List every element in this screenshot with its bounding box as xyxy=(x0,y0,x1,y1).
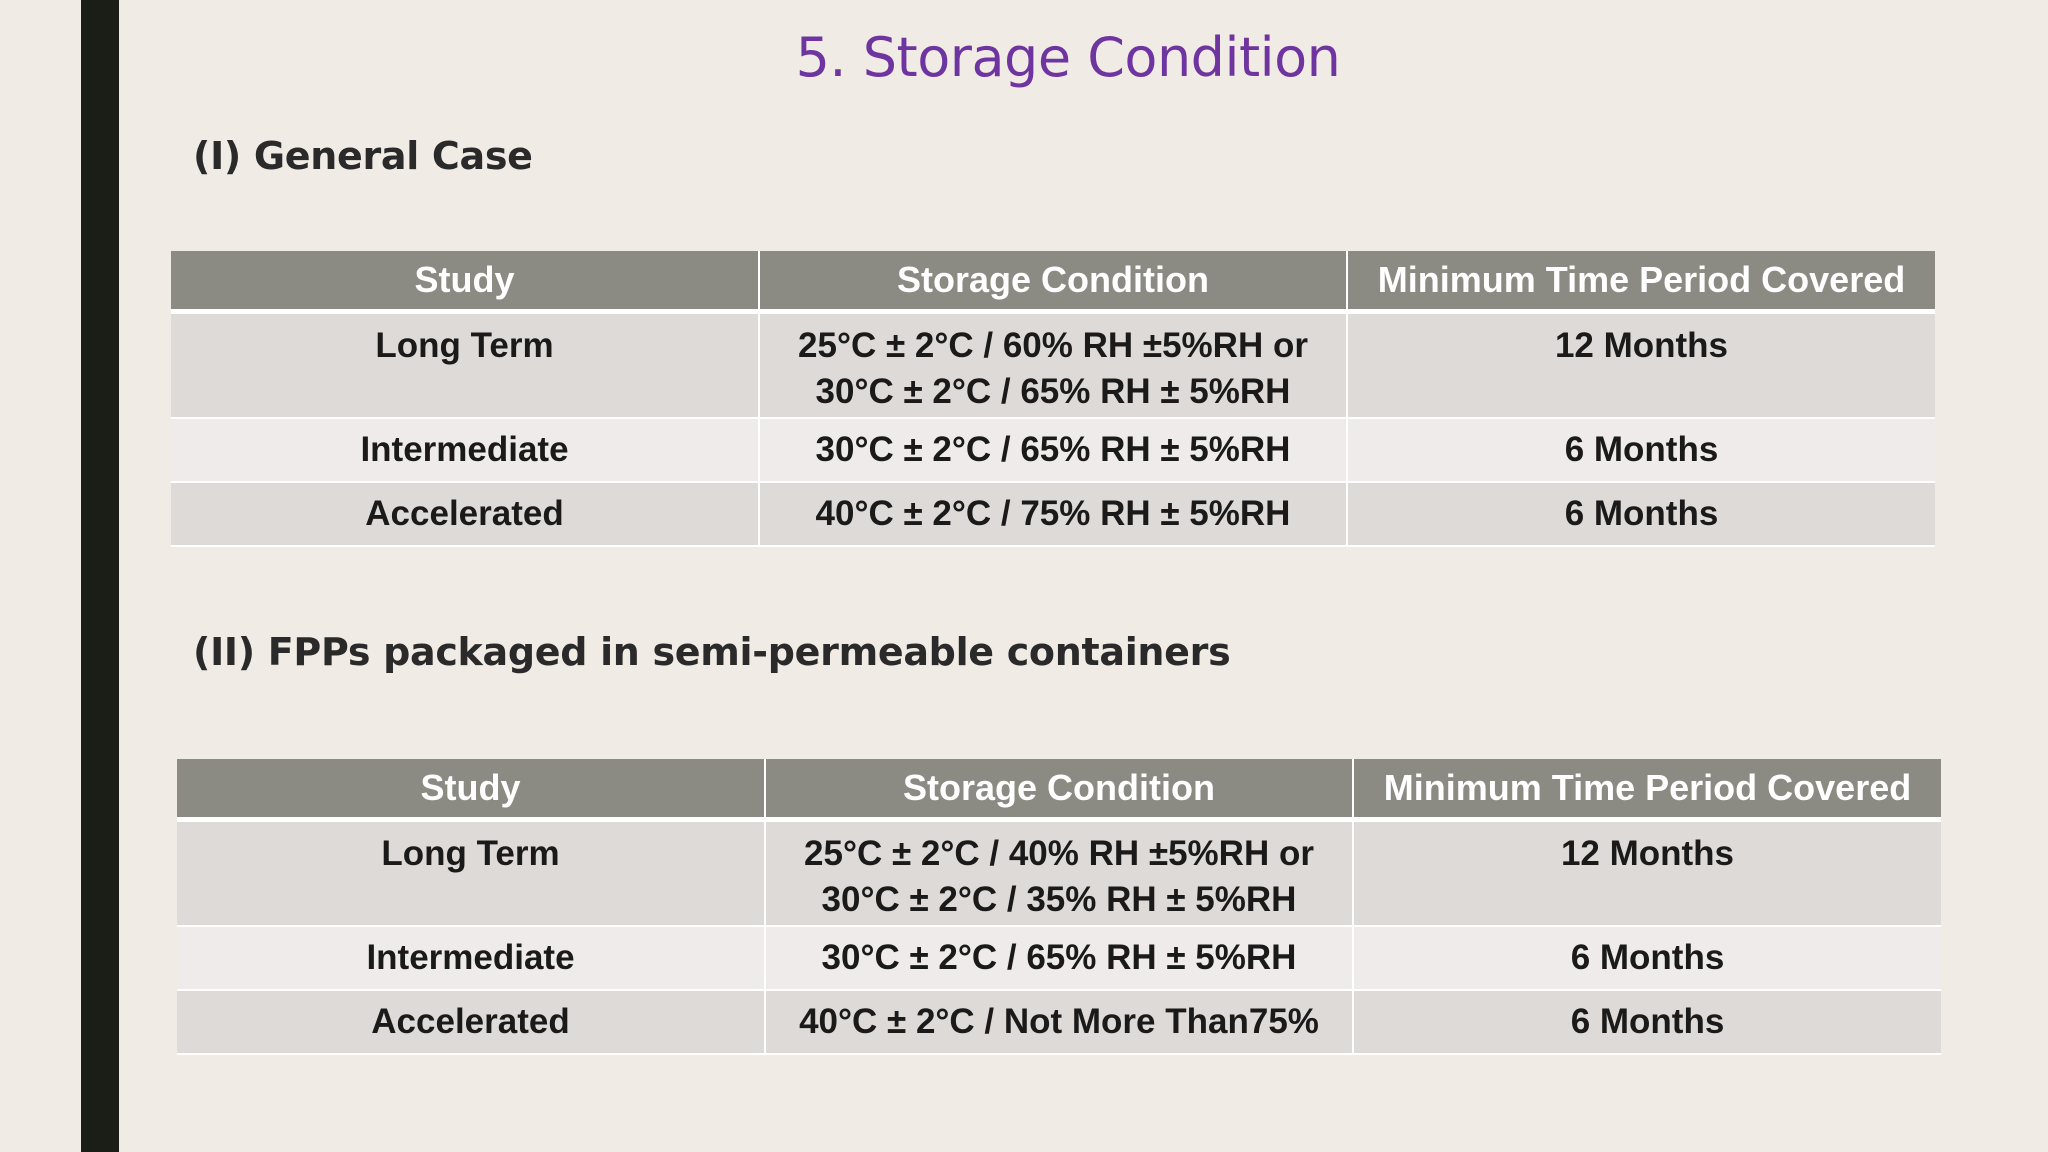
storage-condition-cell: 25°C ± 2°C / 40% RH ±5%RH or 30°C ± 2°C … xyxy=(765,819,1354,927)
time-period-cell: 12 Months xyxy=(1353,819,1941,927)
storage-condition-cell: 40°C ± 2°C / Not More Than75% xyxy=(765,989,1354,1055)
storage-condition-cell: 40°C ± 2°C / 75% RH ± 5%RH xyxy=(759,481,1348,547)
table-row-accelerated: Accelerated 40°C ± 2°C / 75% RH ± 5%RH 6… xyxy=(171,481,1935,547)
study-cell: Intermediate xyxy=(171,417,760,483)
storage-condition-cell: 25°C ± 2°C / 60% RH ±5%RH or 30°C ± 2°C … xyxy=(759,311,1348,419)
study-cell: Accelerated xyxy=(171,481,760,547)
left-accent-bar xyxy=(81,0,119,1152)
slide-title: 5. Storage Condition xyxy=(795,26,1341,89)
storage-condition-line: 25°C ± 2°C / 60% RH ±5%RH or xyxy=(798,326,1308,365)
column-header-minimum-time-period: Minimum Time Period Covered xyxy=(1353,759,1941,822)
time-period-cell: 6 Months xyxy=(1347,481,1935,547)
column-header-storage-condition: Storage Condition xyxy=(765,759,1354,822)
time-period-cell: 12 Months xyxy=(1347,311,1935,419)
column-header-minimum-time-period: Minimum Time Period Covered xyxy=(1347,251,1935,314)
storage-condition-line: 25°C ± 2°C / 40% RH ±5%RH or xyxy=(804,834,1314,873)
study-cell: Long Term xyxy=(171,311,760,419)
table-row-intermediate: Intermediate 30°C ± 2°C / 65% RH ± 5%RH … xyxy=(177,925,1941,991)
time-period-cell: 6 Months xyxy=(1353,989,1941,1055)
table-header-row: Study Storage Condition Minimum Time Per… xyxy=(177,759,1941,822)
storage-condition-cell: 30°C ± 2°C / 65% RH ± 5%RH xyxy=(759,417,1348,483)
column-header-storage-condition: Storage Condition xyxy=(759,251,1348,314)
study-cell: Intermediate xyxy=(177,925,766,991)
time-period-cell: 6 Months xyxy=(1347,417,1935,483)
column-header-study: Study xyxy=(171,251,760,314)
study-cell: Accelerated xyxy=(177,989,766,1055)
semi-permeable-containers-table: Study Storage Condition Minimum Time Per… xyxy=(177,759,1941,1055)
time-period-cell: 6 Months xyxy=(1353,925,1941,991)
storage-condition-line: 30°C ± 2°C / 35% RH ± 5%RH xyxy=(821,880,1297,919)
table-row-accelerated: Accelerated 40°C ± 2°C / Not More Than75… xyxy=(177,989,1941,1055)
table-row-intermediate: Intermediate 30°C ± 2°C / 65% RH ± 5%RH … xyxy=(171,417,1935,483)
section-heading-general-case: (I) General Case xyxy=(193,134,533,178)
table-row-long-term: Long Term 25°C ± 2°C / 60% RH ±5%RH or 3… xyxy=(171,311,1935,419)
study-cell: Long Term xyxy=(177,819,766,927)
general-case-table: Study Storage Condition Minimum Time Per… xyxy=(171,251,1935,547)
storage-condition-cell: 30°C ± 2°C / 65% RH ± 5%RH xyxy=(765,925,1354,991)
table-header-row: Study Storage Condition Minimum Time Per… xyxy=(171,251,1935,314)
table-row-long-term: Long Term 25°C ± 2°C / 40% RH ±5%RH or 3… xyxy=(177,819,1941,927)
section-heading-semi-permeable-containers: (II) FPPs packaged in semi-permeable con… xyxy=(193,630,1231,674)
storage-condition-line: 30°C ± 2°C / 65% RH ± 5%RH xyxy=(815,372,1291,411)
column-header-study: Study xyxy=(177,759,766,822)
